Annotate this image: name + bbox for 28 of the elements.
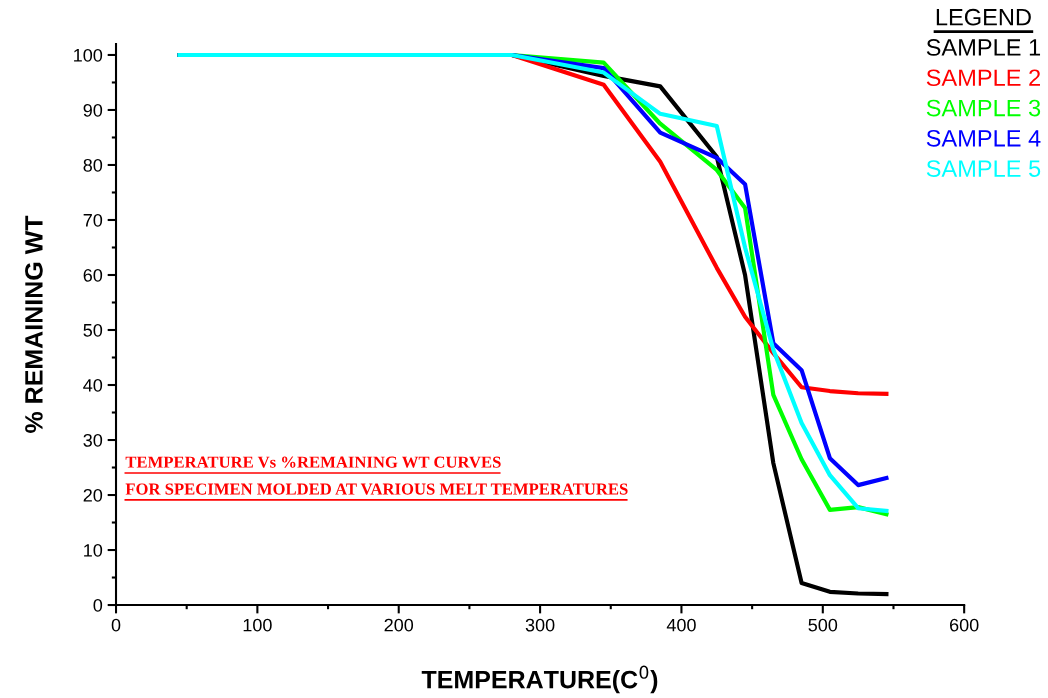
y-tick-label: 0 [93,598,103,612]
y-tick-label: 30 [83,433,103,447]
legend-label: SAMPLE 1 [926,39,1041,56]
y-tick-label: 10 [84,543,103,557]
y-tick-label: 40 [83,378,103,392]
x-tick-label: 100 [243,618,272,632]
annotation: TEMPERATURE Vs %REMAINING WT CURVES [125,456,501,468]
legend-title: LEGEND [936,8,1031,26]
y-tick-label: 70 [83,213,103,227]
x-tick-label: 400 [666,618,696,632]
y-tick-label: 60 [83,268,103,282]
y-tick-label: 20 [83,488,103,502]
text: SAMPLE 3 [926,99,1041,117]
y-tick-label: 80 [83,158,103,172]
x-tick-label: 600 [950,618,979,632]
x-tick-label: 0 [111,618,121,632]
y-tick-label: 50 [83,323,103,337]
text: SAMPLE 2 [926,69,1040,87]
y-tick-label: 90 [83,103,103,117]
x-tick-label: 300 [525,618,555,632]
text: SAMPLE 4 [926,129,1041,147]
y-axis-title: % REMAINING WT [25,215,43,433]
text: SAMPLE 5 [926,160,1041,177]
annotation: FOR SPECIMEN MOLDED AT VARIOUS MELT TEMPERATURES [125,483,628,495]
x-tick-label: 500 [808,618,838,632]
x-axis-title: TEMPERATURE(C$^{0}$) [421,665,658,694]
x-tick-label: 200 [384,618,414,632]
y-tick-label: 100 [74,48,103,62]
